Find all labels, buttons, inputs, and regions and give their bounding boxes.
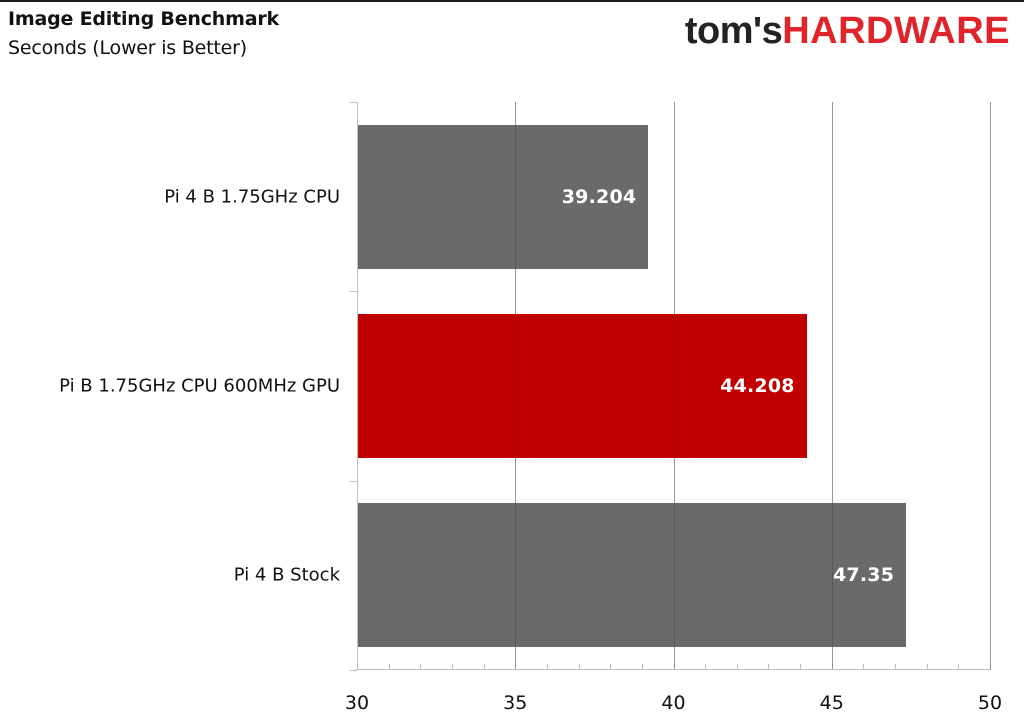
gridline (673, 102, 675, 670)
gridline (990, 102, 991, 670)
gridline (990, 102, 991, 670)
x-minor-tick (673, 664, 675, 670)
gridline (515, 102, 517, 670)
chart-title: Image Editing Benchmark (8, 8, 279, 30)
x-minor-tick (800, 664, 802, 670)
x-minor-tick (546, 664, 548, 670)
x-minor-tick (863, 664, 865, 670)
y-axis (357, 102, 358, 670)
x-minor-tick (990, 664, 991, 670)
bar: 44.208 (357, 314, 807, 458)
x-minor-tick (610, 664, 612, 670)
logo-toms: tom's (684, 10, 783, 52)
x-minor-tick (451, 664, 453, 670)
toms-hardware-logo: tom'sHARDWARE (685, 10, 1010, 53)
x-minor-tick (641, 664, 643, 670)
x-axis (356, 669, 990, 670)
x-minor-tick (705, 664, 707, 670)
x-minor-tick (515, 664, 517, 670)
bar: 47.35 (357, 503, 907, 648)
category-label: Pi 4 B Stock (233, 564, 340, 586)
x-minor-tick (895, 664, 897, 670)
bar: 39.204 (357, 124, 649, 269)
x-minor-tick (388, 664, 390, 670)
bar-value-label: 39.204 (561, 185, 637, 208)
gridline (831, 102, 833, 670)
x-minor-tick (958, 664, 960, 670)
x-minor-tick (926, 664, 928, 670)
bar-value-label: 47.35 (833, 564, 895, 587)
y-category-tick (350, 102, 357, 103)
y-category-tick (350, 291, 357, 293)
x-minor-tick (831, 664, 833, 670)
logo-hardware: HARDWARE (782, 10, 1010, 52)
gridline (831, 102, 833, 670)
category-label: Pi B 1.75GHz CPU 600MHz GPU (59, 375, 340, 397)
category-label: Pi 4 B 1.75GHz CPU (164, 186, 340, 208)
bar-value-label: 44.208 (720, 374, 795, 397)
plot-area: 39.204 44.208 47.35 (350, 102, 991, 671)
y-category-tick (350, 480, 357, 482)
top-rule (0, 0, 1024, 2)
chart-subtitle: Seconds (Lower is Better) (8, 37, 247, 59)
x-minor-tick (420, 664, 422, 670)
x-minor-tick (578, 664, 580, 670)
x-minor-tick (768, 664, 770, 670)
x-tick-label: 35 (503, 692, 528, 714)
x-minor-tick (483, 664, 485, 670)
x-minor-tick (736, 664, 738, 670)
x-tick-label: 50 (977, 692, 1003, 714)
x-tick-label: 40 (661, 692, 686, 714)
x-tick-label: 45 (819, 692, 844, 714)
x-tick-label: 30 (344, 692, 370, 714)
y-category-tick (350, 670, 357, 671)
